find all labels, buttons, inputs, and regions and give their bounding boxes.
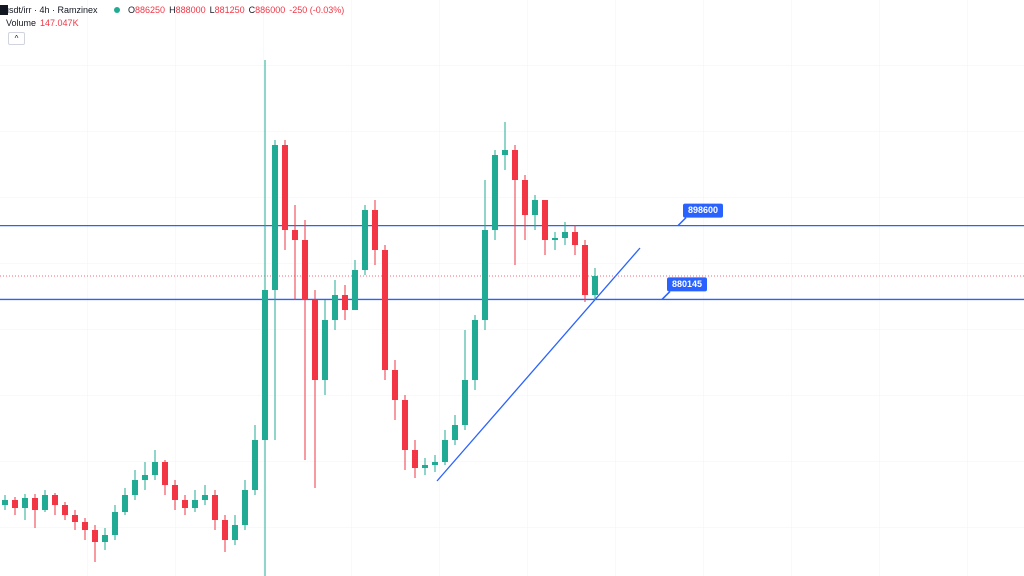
candle-body: [292, 230, 298, 240]
candle-body: [552, 238, 558, 240]
candle-body: [572, 232, 578, 245]
candle-body: [502, 150, 508, 155]
candle-body: [512, 150, 518, 180]
level-tag: [683, 203, 723, 218]
l-value: 881250: [214, 4, 245, 15]
candle-body: [582, 245, 588, 295]
candle-body: [162, 462, 168, 485]
candle-body: [172, 485, 178, 500]
candle-body: [42, 495, 48, 510]
candle-body: [242, 490, 248, 525]
candle-body: [102, 535, 108, 542]
symbol[interactable]: usdt/irr · 4h · Ramzinex: [4, 4, 98, 15]
candle-body: [522, 180, 528, 215]
candle-body: [302, 240, 308, 300]
h-label: H: [169, 4, 176, 15]
candle-body: [312, 300, 318, 380]
candle-body: [332, 295, 338, 320]
candle-body: [342, 295, 348, 310]
candle-body: [192, 500, 198, 508]
change: -250 (-0.03%): [289, 4, 345, 15]
candle-body: [442, 440, 448, 462]
candle-body: [382, 250, 388, 370]
o-label: O: [128, 4, 136, 15]
status-dot: [114, 6, 120, 13]
candle-body: [32, 498, 38, 510]
candle-body: [132, 480, 138, 495]
legend: usdt/irr · 4h · Ramzinex O 886250 H 888000…: [0, 3, 344, 45]
candle-body: [562, 232, 568, 238]
candle-body: [122, 495, 128, 512]
candle-body: [542, 200, 548, 240]
candle-body: [262, 290, 268, 440]
candle-body: [402, 400, 408, 450]
candle-body: [412, 450, 418, 468]
candle-body: [472, 320, 478, 380]
candle-body: [422, 465, 428, 468]
trend-line[interactable]: [436, 247, 641, 482]
candle-body: [72, 515, 78, 522]
level-label: 898600: [688, 205, 718, 215]
symbol-icon: [0, 4, 8, 15]
candle-body: [232, 525, 238, 540]
candle-body: [182, 500, 188, 508]
candle-body: [12, 500, 18, 508]
candle-body: [482, 230, 488, 320]
candle-body: [82, 522, 88, 530]
candle-body: [362, 210, 368, 270]
level-tag: [667, 277, 707, 292]
candle-body: [52, 495, 58, 505]
level-pointer: [661, 290, 671, 300]
candle-body: [372, 210, 378, 250]
candle-body: [432, 462, 438, 465]
c-label: C: [248, 4, 256, 15]
candle-body: [222, 520, 228, 540]
candle-body: [462, 380, 468, 425]
level-pointer: [677, 217, 687, 227]
candle-body: [452, 425, 458, 440]
collapse-button[interactable]: ^: [8, 32, 25, 45]
h-value: 888000: [175, 4, 206, 15]
candle-body: [282, 145, 288, 230]
candle-body: [532, 200, 538, 215]
candle-body: [202, 495, 208, 500]
candle-body: [392, 370, 398, 400]
volume-label: Volume: [6, 17, 37, 28]
candle-body: [152, 462, 158, 475]
candle-body: [142, 475, 148, 480]
candle-body: [352, 270, 358, 310]
candle-body: [592, 276, 598, 295]
candle-body: [2, 500, 8, 505]
level-label: 880145: [672, 279, 702, 289]
l-label: L: [209, 4, 215, 15]
volume-value: 147.047K: [40, 17, 79, 28]
candle-body: [272, 145, 278, 290]
candle-body: [92, 530, 98, 542]
candle-body: [112, 512, 118, 535]
candle-body: [62, 505, 68, 515]
c-value: 886000: [255, 4, 286, 15]
candle-body: [492, 155, 498, 230]
symbol-row: usdt/irr · 4h · Ramzinex O 886250 H 888000…: [0, 3, 344, 16]
candle-body: [322, 320, 328, 380]
candle-body: [212, 495, 218, 520]
candle-body: [252, 440, 258, 490]
o-value: 886250: [135, 4, 166, 15]
candle-body: [22, 498, 28, 508]
volume-row: Volume 147.047K: [0, 16, 344, 29]
